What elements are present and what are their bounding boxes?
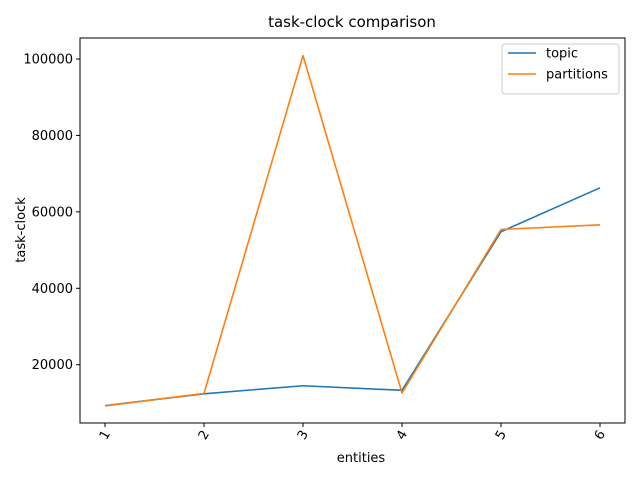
legend-box bbox=[501, 43, 620, 95]
legend: topic partitions bbox=[501, 43, 620, 95]
x-axis-label: entities bbox=[337, 451, 386, 466]
x-tick-label: 4 bbox=[394, 428, 411, 443]
legend-label-partitions: partitions bbox=[546, 68, 608, 83]
x-tick-label: 6 bbox=[592, 428, 609, 443]
y-tick-label: 80000 bbox=[32, 129, 73, 144]
axes-layer: 20000 40000 60000 80000 100000 1 2 3 4 5 6 bbox=[23, 37, 626, 443]
y-axis-label: task-clock bbox=[14, 197, 29, 263]
plot-frame bbox=[79, 37, 626, 424]
x-tick-label: 2 bbox=[196, 428, 213, 443]
series-line-partitions bbox=[104, 54, 601, 407]
legend-label-topic: topic bbox=[546, 47, 578, 62]
y-tick-label: 20000 bbox=[32, 358, 73, 373]
y-tick-label: 100000 bbox=[23, 53, 73, 68]
chart-title: task-clock comparison bbox=[268, 13, 436, 31]
series-layer bbox=[104, 54, 601, 407]
y-tick-label: 40000 bbox=[32, 282, 73, 297]
x-tick-label: 3 bbox=[295, 428, 312, 443]
x-tick-label: 1 bbox=[97, 428, 114, 443]
y-tick-label: 60000 bbox=[32, 205, 73, 220]
x-tick-label: 5 bbox=[493, 428, 510, 443]
plot-area bbox=[80, 38, 625, 423]
